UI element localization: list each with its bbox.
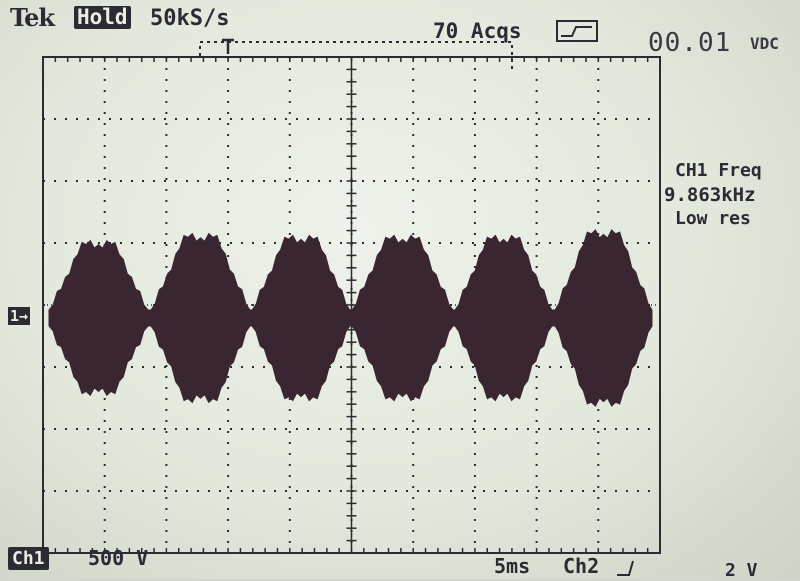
brand-label: Tek [10,3,55,32]
hold-status-badge: Hold [74,6,131,29]
channel1-label: Ch1 [8,547,49,570]
channel1-ground-marker: 1→ [8,307,31,325]
sample-rate-label: 50kS/s [150,6,230,31]
rising-edge-icon [617,560,634,576]
dc-reading-unit: VDC [750,34,779,53]
dc-reading-value: 00.01 [648,28,732,58]
measurement-resolution: Low res [675,208,751,229]
trigger-mode-icon [556,20,598,42]
trigger-source-label: Ch2 [563,554,600,578]
time-per-div-label: 5ms [494,554,531,578]
measurement-value: 9.863kHz [664,184,756,206]
channel1-waveform [48,229,653,407]
trigger-position-icon [222,38,234,54]
measurement-title: CH1 Freq [675,160,762,181]
acquisition-count: 70 Acqs [433,19,522,43]
volts-per-div-label: 500 V [88,546,149,570]
channel2-level-label: 2 V [725,560,758,581]
trigger-bracket [199,41,513,70]
